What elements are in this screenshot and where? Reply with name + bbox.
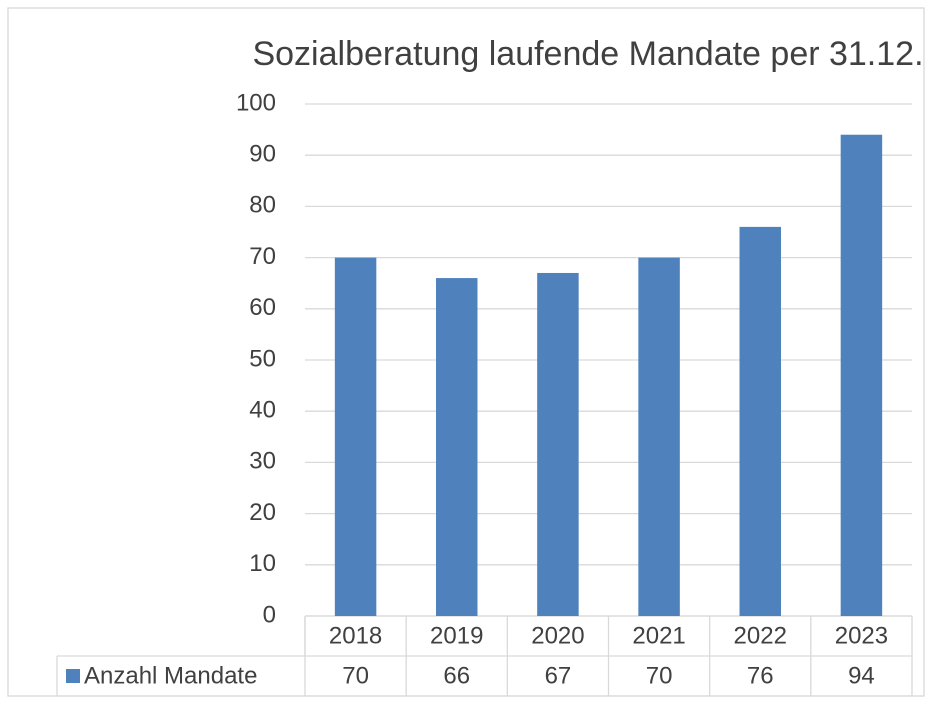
legend-swatch — [66, 669, 80, 683]
bar — [537, 272, 579, 616]
y-tick-label: 30 — [249, 448, 276, 475]
y-tick-label: 50 — [249, 345, 276, 372]
y-tick-label: 0 — [263, 601, 276, 628]
y-tick-label: 10 — [249, 550, 276, 577]
x-tick-label: 2020 — [531, 622, 584, 649]
y-tick-label: 100 — [236, 89, 276, 116]
table-value: 67 — [545, 662, 572, 689]
table-value: 94 — [848, 662, 875, 689]
y-tick-label: 70 — [249, 243, 276, 270]
y-tick-label: 60 — [249, 294, 276, 321]
x-tick-label: 2023 — [835, 622, 888, 649]
table-value: 70 — [646, 662, 673, 689]
legend-label: Anzahl Mandate — [84, 662, 257, 689]
x-tick-label: 2018 — [329, 622, 382, 649]
y-tick-label: 80 — [249, 192, 276, 219]
x-tick-label: 2022 — [734, 622, 787, 649]
y-tick-label: 20 — [249, 499, 276, 526]
y-tick-label: 90 — [249, 141, 276, 168]
bar — [638, 257, 680, 616]
chart-title: Sozialberatung laufende Mandate per 31.1… — [252, 35, 923, 73]
table-value: 70 — [342, 662, 369, 689]
x-tick-label: 2019 — [430, 622, 483, 649]
table-value: 76 — [747, 662, 774, 689]
bar — [436, 278, 478, 616]
table-value: 66 — [443, 662, 470, 689]
bar — [334, 257, 377, 616]
y-tick-label: 40 — [249, 397, 276, 424]
bar — [840, 134, 883, 616]
x-tick-label: 2021 — [632, 622, 685, 649]
bar — [739, 226, 781, 616]
